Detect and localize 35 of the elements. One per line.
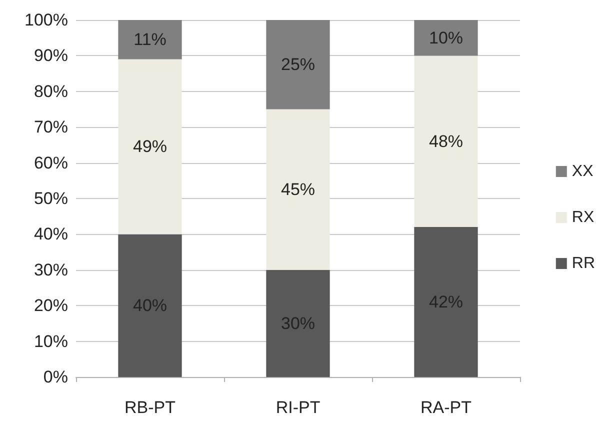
x-tick-label: RA-PT: [420, 398, 472, 417]
data-label: 49%: [132, 137, 168, 156]
y-tick-label: 40%: [34, 224, 68, 244]
bar: [414, 20, 478, 56]
data-label: 42%: [428, 292, 464, 312]
bar: [118, 59, 182, 234]
bar: [118, 20, 182, 60]
legend-label: RX: [572, 209, 594, 226]
x-tick-label: RB-PT: [124, 398, 176, 417]
bar: [266, 20, 330, 110]
legend-label: XX: [572, 163, 594, 180]
data-label: 10%: [428, 28, 464, 48]
y-tick-label: 80%: [34, 82, 68, 101]
y-tick-label: 70%: [34, 118, 68, 137]
y-tick-label: 30%: [34, 260, 68, 280]
bar: [414, 56, 478, 228]
x-tick-label: RI-PT: [276, 398, 320, 417]
y-tick-label: 60%: [34, 153, 68, 172]
data-label: 11%: [134, 30, 166, 50]
y-tick-label: 10%: [34, 332, 68, 351]
y-tick-label: 20%: [34, 296, 68, 316]
bar: [414, 227, 478, 377]
bar: [266, 270, 330, 377]
bar: [266, 109, 330, 270]
bar: [118, 234, 182, 377]
y-tick-label: 0%: [43, 368, 68, 386]
y-tick-label: 90%: [34, 46, 68, 66]
data-label: 48%: [428, 132, 464, 151]
data-label: 30%: [280, 314, 316, 333]
data-label: 45%: [280, 180, 316, 200]
legend-label: RR: [572, 255, 595, 272]
y-tick-label: 50%: [34, 189, 68, 208]
data-label: 40%: [132, 296, 168, 316]
data-label: 25%: [280, 55, 316, 74]
y-tick-label: 100%: [24, 10, 68, 30]
